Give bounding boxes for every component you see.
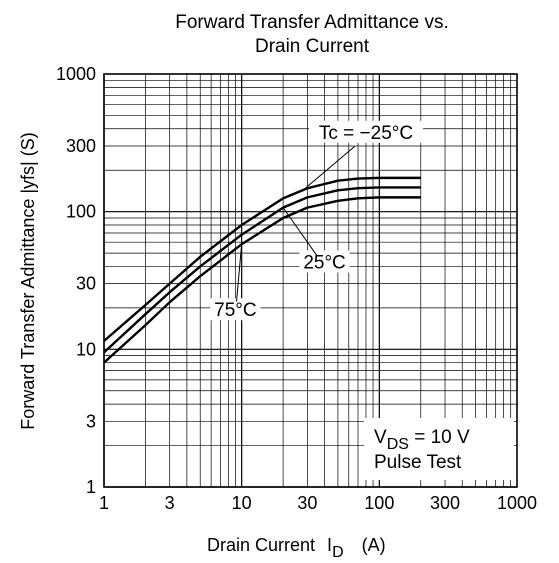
y-tick-labels: 1 3 10 30 100 300 1000 xyxy=(56,64,96,497)
test-conditions-background xyxy=(364,418,514,480)
series-lines xyxy=(103,176,421,364)
y-tick-label: 30 xyxy=(76,274,96,294)
y-tick-label: 100 xyxy=(66,202,96,222)
y-tick-label: 3 xyxy=(86,411,96,431)
x-tick-labels: 1 3 10 30 100 300 1000 xyxy=(99,493,537,513)
x-tick-label: 30 xyxy=(297,493,317,513)
chart-title-line-2: Drain Current xyxy=(255,36,370,57)
annotation-label-3: 75°C xyxy=(214,300,256,321)
test-conditions-line-2: Pulse Test xyxy=(374,452,462,473)
series-line-1 xyxy=(103,176,421,342)
series-line-3 xyxy=(103,196,421,364)
annotation-leader-3 xyxy=(236,244,243,302)
y-axis-label: Forward Transfer Admittance |yfs| (S) xyxy=(18,132,38,429)
annotation-leader-1 xyxy=(302,145,356,191)
x-tick-label: 1 xyxy=(99,493,109,513)
series-annotations: Tc = −25°C 25°C 75°C xyxy=(210,120,423,321)
annotation-leader-2 xyxy=(282,207,318,257)
annotation-label-1: Tc = −25°C xyxy=(319,123,413,144)
test-conditions-box: VDS = 10 V Pulse Test xyxy=(364,418,514,480)
annotation-background-3 xyxy=(210,298,261,321)
annotation-background-2 xyxy=(299,250,350,273)
chart-title-line-1: Forward Transfer Admittance vs. xyxy=(175,12,449,33)
y-tick-label: 10 xyxy=(76,339,96,359)
y-tick-label: 1 xyxy=(86,477,96,497)
x-tick-label: 3 xyxy=(165,493,175,513)
test-conditions-line-1: VDS = 10 V xyxy=(374,427,470,453)
x-tick-label: 100 xyxy=(364,493,394,513)
x-tick-label: 1000 xyxy=(497,493,537,513)
y-tick-label: 1000 xyxy=(56,64,96,84)
y-tick-label: 300 xyxy=(66,136,96,156)
series-line-2 xyxy=(103,186,421,354)
x-tick-label: 300 xyxy=(430,493,460,513)
annotation-label-2: 25°C xyxy=(303,252,345,273)
x-tick-label: 10 xyxy=(232,493,252,513)
x-axis-label: Drain Current ID (A) xyxy=(207,535,386,561)
plot-frame xyxy=(103,73,518,488)
annotation-background-1 xyxy=(308,120,423,143)
